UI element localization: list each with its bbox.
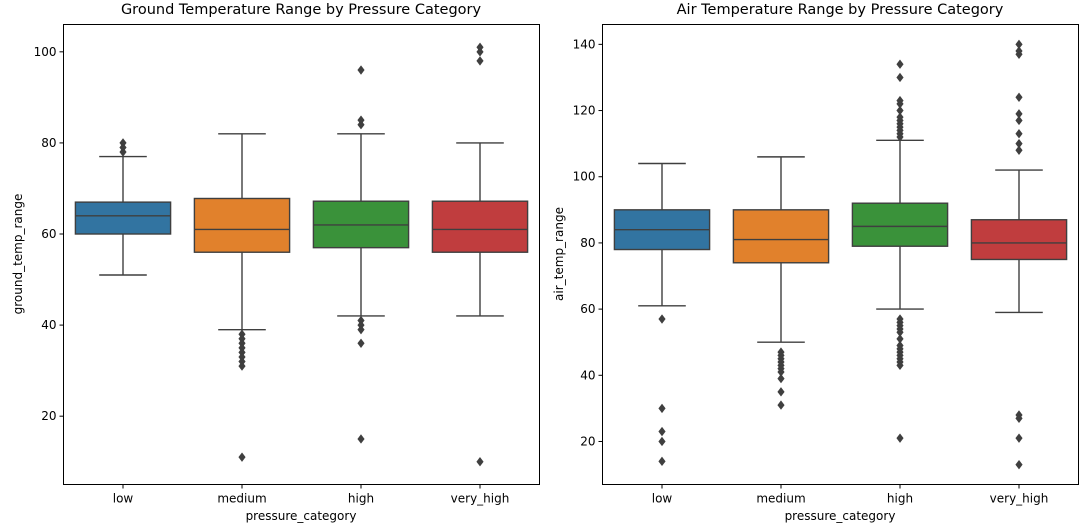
outlier-point <box>476 42 484 52</box>
outlier-point <box>896 95 904 106</box>
outlier-point <box>777 387 785 397</box>
outlier-point <box>357 65 365 75</box>
outlier-point <box>777 400 785 410</box>
iqr-box <box>732 209 830 264</box>
outlier-point <box>1015 46 1023 56</box>
x-tick-label: low <box>652 492 673 506</box>
outlier-point <box>357 338 365 349</box>
plot-frame <box>63 24 540 485</box>
y-tick-label: 60 <box>41 227 56 241</box>
y-tick-label: 20 <box>41 409 56 423</box>
outlier-point <box>1015 129 1023 139</box>
box-medium <box>193 133 291 462</box>
outlier-point <box>658 426 666 437</box>
outlier-point <box>658 436 666 447</box>
outlier-point <box>476 56 484 66</box>
iqr-box <box>431 200 529 253</box>
box-very_high <box>970 39 1068 470</box>
y-tick-label: 140 <box>573 37 596 51</box>
y-tick-label: 40 <box>41 318 56 332</box>
outlier-point <box>1015 92 1023 103</box>
y-tick-label: 80 <box>580 236 595 250</box>
box-very_high <box>431 42 529 467</box>
x-tick-label: medium <box>756 492 805 506</box>
box-high <box>851 59 949 443</box>
box-medium <box>732 156 830 410</box>
air-temp-chart: Air Temperature Range by Pressure Catego… <box>552 2 1079 523</box>
x-axis-label: pressure_category <box>785 509 896 523</box>
outlier-point <box>357 324 365 335</box>
x-tick-label: low <box>113 492 134 506</box>
plot-frame <box>602 24 1079 485</box>
x-tick-label: high <box>348 492 374 506</box>
outlier-point <box>1015 115 1023 126</box>
box-high <box>312 65 410 444</box>
x-tick-label: high <box>887 492 913 506</box>
iqr-box <box>193 197 291 253</box>
chart-title: Ground Temperature Range by Pressure Cat… <box>121 2 482 18</box>
iqr-box <box>851 202 949 247</box>
outlier-point <box>658 403 666 414</box>
outlier-point <box>119 138 127 148</box>
outlier-point <box>1015 413 1023 424</box>
outlier-point <box>896 59 904 69</box>
iqr-box <box>74 201 172 235</box>
outlier-point <box>1015 459 1023 470</box>
outlier-point <box>1015 138 1023 149</box>
iqr-box <box>970 219 1068 261</box>
y-tick-label: 80 <box>41 136 56 150</box>
outlier-point <box>658 314 666 324</box>
x-tick-label: very_high <box>990 492 1049 506</box>
boxes <box>74 42 529 467</box>
y-axis-label: ground_temp_range <box>11 194 25 315</box>
y-tick-label: 40 <box>580 368 595 382</box>
outlier-point <box>896 72 904 83</box>
outlier-point <box>1015 145 1023 155</box>
x-tick-label: medium <box>217 492 266 506</box>
y-tick-label: 100 <box>573 170 596 184</box>
y-tick-label: 100 <box>34 45 57 59</box>
outlier-point <box>896 105 904 116</box>
outlier-point <box>357 115 365 125</box>
axis-ticks: 20 40 60 80 100 120 140 low medium high very_high <box>573 37 1049 505</box>
axis-ticks: 20 40 60 80 100 low medium high very_high <box>34 45 510 506</box>
outlier-point <box>1015 433 1023 443</box>
x-axis-label: pressure_category <box>246 509 357 523</box>
y-tick-label: 20 <box>580 434 595 448</box>
y-axis-label: air_temp_range <box>552 207 566 301</box>
outlier-point <box>896 112 904 122</box>
x-tick-label: very_high <box>451 492 510 506</box>
outlier-point <box>896 433 904 443</box>
box-low <box>613 162 711 467</box>
y-tick-label: 120 <box>573 104 596 118</box>
outlier-point <box>357 434 365 444</box>
box-low <box>74 138 172 276</box>
chart-title: Air Temperature Range by Pressure Catego… <box>677 2 1004 18</box>
y-tick-label: 60 <box>580 302 595 316</box>
outlier-point <box>896 360 904 371</box>
outlier-point <box>238 452 246 462</box>
outlier-point <box>777 373 785 384</box>
boxes <box>613 39 1068 470</box>
ground-temp-chart: Ground Temperature Range by Pressure Cat… <box>11 2 540 523</box>
outlier-point <box>658 456 666 467</box>
outlier-point <box>238 361 246 371</box>
outlier-point <box>1015 39 1023 50</box>
outlier-point <box>476 457 484 467</box>
outlier-point <box>1015 109 1023 119</box>
